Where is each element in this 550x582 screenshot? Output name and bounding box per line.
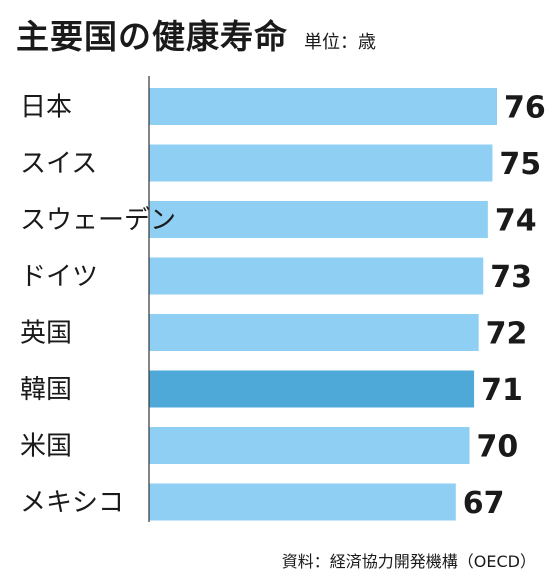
title-row: 主要国の健康寿命 単位：歳 — [16, 10, 376, 58]
category-label-6: 米国 — [20, 432, 72, 462]
value-label-7: 67 — [463, 486, 505, 521]
value-label-3: 73 — [490, 260, 532, 295]
category-label-0: 日本 — [20, 93, 72, 123]
value-label-6: 70 — [477, 430, 519, 465]
bar-7 — [149, 483, 456, 521]
bar-1 — [149, 144, 493, 182]
category-label-5: 韓国 — [20, 375, 72, 405]
chart-title: 主要国の健康寿命 — [16, 17, 288, 56]
value-label-1: 75 — [499, 147, 541, 182]
bar-0 — [149, 88, 497, 125]
unit-label: 単位：歳 — [304, 32, 376, 53]
value-label-4: 72 — [486, 317, 528, 352]
category-label-7: メキシコ — [20, 488, 124, 518]
value-label-0: 76 — [504, 91, 546, 126]
category-label-4: 英国 — [20, 319, 72, 349]
value-label-2: 74 — [495, 204, 537, 239]
category-label-1: スイス — [20, 149, 97, 179]
category-label-3: ドイツ — [20, 262, 98, 292]
value-label-5: 71 — [481, 373, 523, 408]
category-label-2: スウェーデン — [20, 206, 176, 236]
bar-4 — [149, 314, 479, 351]
bar-6 — [149, 427, 470, 464]
bar-3 — [149, 257, 484, 295]
bar-2 — [149, 201, 488, 238]
source-note: 資料：経済協力開発機構（OECD） — [281, 552, 536, 571]
bar-5 — [149, 370, 475, 408]
